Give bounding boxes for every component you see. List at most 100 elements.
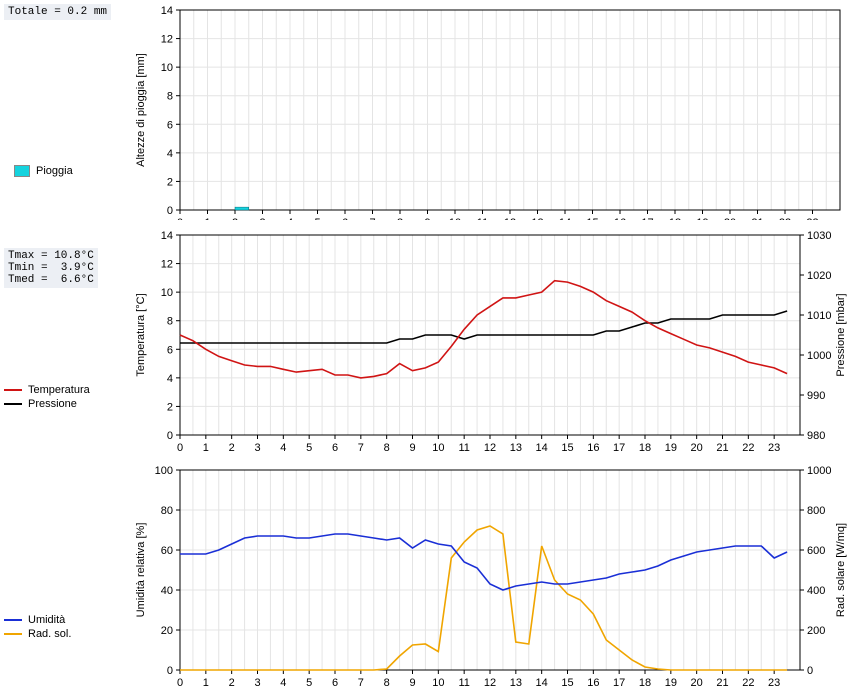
svg-text:13: 13 [510, 442, 522, 454]
svg-text:13: 13 [510, 677, 522, 689]
svg-text:1020: 1020 [807, 270, 831, 282]
temp-stats-box: Tmax = 10.8°C Tmin = 3.9°C Tmed = 6.6°C [4, 248, 98, 288]
svg-text:3: 3 [254, 677, 260, 689]
svg-text:10: 10 [449, 217, 461, 220]
svg-text:1: 1 [203, 677, 209, 689]
svg-text:6: 6 [342, 217, 348, 220]
svg-text:8: 8 [397, 217, 403, 220]
svg-text:17: 17 [641, 217, 653, 220]
svg-text:4: 4 [287, 217, 293, 220]
svg-text:18: 18 [639, 442, 651, 454]
svg-text:10: 10 [432, 677, 444, 689]
svg-text:3: 3 [254, 442, 260, 454]
svg-text:2: 2 [167, 176, 173, 188]
svg-text:12: 12 [161, 259, 173, 271]
svg-text:12: 12 [161, 34, 173, 46]
svg-text:7: 7 [369, 217, 375, 220]
svg-text:14: 14 [536, 442, 548, 454]
svg-text:8: 8 [167, 91, 173, 103]
charts-area: 0123456789101112131415161718192021222302… [120, 0, 860, 695]
svg-text:9: 9 [409, 442, 415, 454]
svg-text:2: 2 [167, 401, 173, 413]
svg-text:2: 2 [232, 217, 238, 220]
svg-text:4: 4 [280, 442, 286, 454]
rad-line-swatch [4, 633, 22, 635]
legend-temp-label: Temperatura [28, 384, 90, 396]
svg-text:8: 8 [384, 677, 390, 689]
svg-text:19: 19 [665, 442, 677, 454]
svg-text:0: 0 [807, 665, 813, 677]
svg-text:80: 80 [161, 505, 173, 517]
svg-text:15: 15 [586, 217, 598, 220]
svg-text:400: 400 [807, 585, 825, 597]
svg-text:1010: 1010 [807, 310, 831, 322]
svg-text:21: 21 [751, 217, 763, 220]
svg-text:Temperatura [°C]: Temperatura [°C] [135, 293, 147, 376]
svg-text:21: 21 [716, 677, 728, 689]
temp-press-chart: 0123456789101112131415161718192021222302… [120, 225, 860, 455]
svg-text:16: 16 [587, 442, 599, 454]
svg-text:4: 4 [167, 148, 173, 160]
svg-text:1000: 1000 [807, 350, 831, 362]
svg-text:18: 18 [669, 217, 681, 220]
svg-text:10: 10 [161, 62, 173, 74]
svg-text:17: 17 [613, 677, 625, 689]
svg-text:14: 14 [536, 677, 548, 689]
svg-text:10: 10 [432, 442, 444, 454]
svg-text:2: 2 [229, 442, 235, 454]
svg-text:7: 7 [358, 677, 364, 689]
svg-text:1030: 1030 [807, 230, 831, 242]
svg-text:5: 5 [306, 442, 312, 454]
svg-text:14: 14 [161, 5, 173, 17]
svg-text:16: 16 [587, 677, 599, 689]
legend-hum-rad: Umidità Rad. sol. [4, 614, 71, 642]
svg-text:600: 600 [807, 545, 825, 557]
svg-text:200: 200 [807, 625, 825, 637]
svg-text:17: 17 [613, 442, 625, 454]
svg-text:0: 0 [177, 677, 183, 689]
svg-text:6: 6 [332, 677, 338, 689]
press-line-swatch [4, 403, 22, 405]
svg-text:0: 0 [177, 217, 183, 220]
legend-hum-label: Umidità [28, 614, 65, 626]
svg-text:16: 16 [614, 217, 626, 220]
svg-text:15: 15 [561, 442, 573, 454]
svg-text:8: 8 [384, 442, 390, 454]
legend-rain: Pioggia [14, 165, 73, 179]
svg-text:60: 60 [161, 545, 173, 557]
svg-text:14: 14 [559, 217, 571, 220]
svg-text:15: 15 [561, 677, 573, 689]
svg-text:11: 11 [458, 442, 469, 454]
svg-text:6: 6 [167, 344, 173, 356]
svg-text:980: 980 [807, 430, 825, 442]
svg-text:21: 21 [716, 442, 728, 454]
svg-text:800: 800 [807, 505, 825, 517]
svg-text:6: 6 [332, 442, 338, 454]
svg-text:10: 10 [161, 287, 173, 299]
svg-text:0: 0 [177, 442, 183, 454]
svg-text:12: 12 [504, 217, 516, 220]
svg-text:14: 14 [161, 230, 173, 242]
svg-text:990: 990 [807, 390, 825, 402]
svg-text:12: 12 [484, 677, 496, 689]
rain-chart: 0123456789101112131415161718192021222302… [120, 0, 860, 220]
legend-rain-label: Pioggia [36, 165, 73, 177]
hum-line-swatch [4, 619, 22, 621]
svg-text:20: 20 [691, 677, 703, 689]
weather-charts: Totale = 0.2 mm Pioggia Tmax = 10.8°C Tm… [0, 0, 860, 690]
svg-text:23: 23 [806, 217, 818, 220]
svg-text:11: 11 [477, 217, 488, 220]
svg-text:40: 40 [161, 585, 173, 597]
temp-line-swatch [4, 389, 22, 391]
svg-text:100: 100 [155, 465, 173, 477]
svg-text:8: 8 [167, 316, 173, 328]
svg-text:0: 0 [167, 205, 173, 217]
svg-text:20: 20 [161, 625, 173, 637]
svg-text:12: 12 [484, 442, 496, 454]
svg-text:9: 9 [424, 217, 430, 220]
svg-text:11: 11 [458, 677, 469, 689]
svg-text:Rad. solare [W/mq]: Rad. solare [W/mq] [835, 523, 847, 617]
svg-text:1000: 1000 [807, 465, 831, 477]
rain-swatch [14, 165, 30, 177]
svg-text:23: 23 [768, 677, 780, 689]
